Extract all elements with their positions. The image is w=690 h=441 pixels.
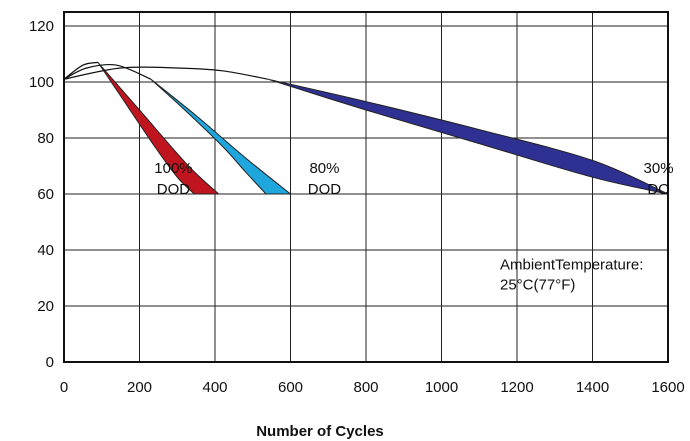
x-tick-label: 1600 (651, 379, 684, 396)
temperature-annotation: AmbientTemperature: 25°C(77°F) (500, 257, 643, 294)
x-tick-label: 800 (353, 379, 378, 396)
rise-curve-dod100 (63, 61, 99, 80)
x-tick-label: 200 (127, 379, 152, 396)
x-tick-label: 400 (202, 379, 227, 396)
y-tick-label: 40 (37, 242, 54, 259)
y-tick-label: 120 (29, 18, 54, 35)
y-tick-label: 20 (37, 298, 54, 315)
series-label-dod30: 30% DO (644, 160, 674, 198)
band-dod80 (150, 78, 292, 195)
x-tick-label: 1000 (425, 379, 458, 396)
x-axis-label: Number of Cycles (256, 423, 384, 440)
y-tick-label: 80 (37, 130, 54, 147)
x-tick-label: 1200 (500, 379, 533, 396)
series-label-dod80: 80% DOD (308, 160, 342, 198)
plot-frame (63, 11, 669, 363)
rise-curve-dod30 (63, 66, 268, 80)
y-tick-label: 60 (37, 186, 54, 203)
y-tick-label: 100 (29, 74, 54, 91)
x-axis-ticks: 0 200 400 600 800 1000 1200 1400 1600 (60, 379, 685, 396)
capacity-curves (63, 61, 268, 80)
series-labels: 100% DOD 80% DOD 30% DO (154, 160, 673, 198)
rise-curve-dod80 (63, 63, 152, 80)
y-axis-ticks: 0 20 40 60 80 100 120 (29, 18, 54, 371)
x-tick-label: 600 (278, 379, 303, 396)
x-tick-label: 0 (60, 379, 68, 396)
band-dod100 (97, 62, 221, 195)
series-label-dod100: 100% DOD (154, 160, 192, 198)
x-tick-label: 1400 (576, 379, 609, 396)
y-tick-label: 0 (46, 354, 54, 371)
annotations: AmbientTemperature: 25°C(77°F) (500, 257, 643, 294)
